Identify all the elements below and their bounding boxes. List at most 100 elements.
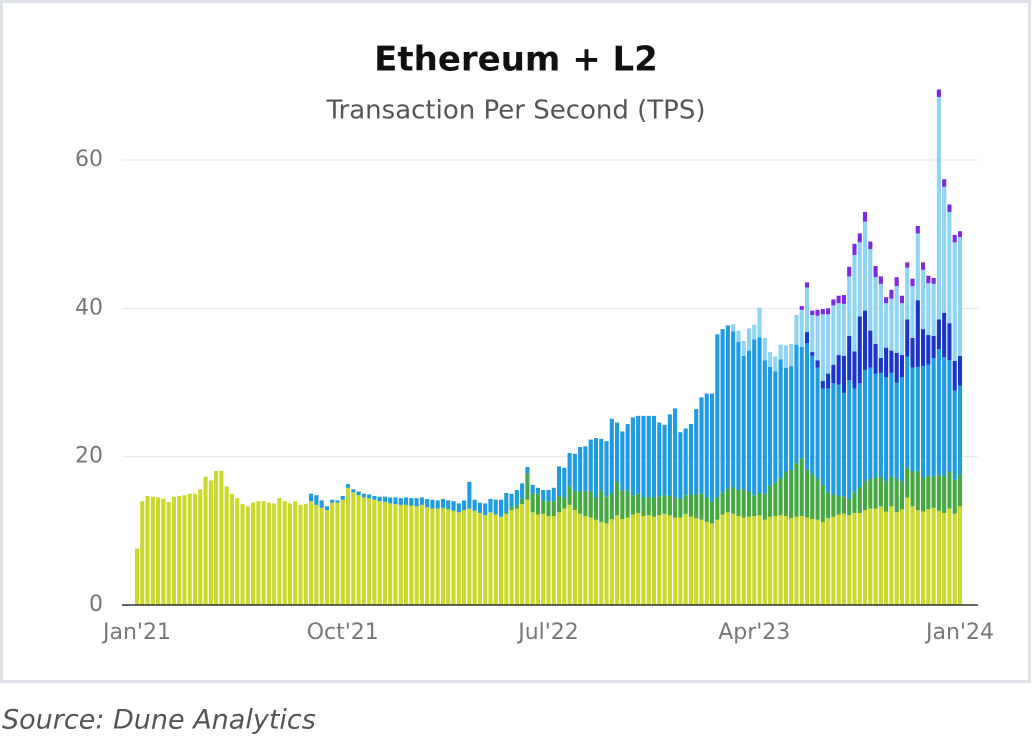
bar-segment [435,508,440,605]
bar-segment [667,414,672,496]
bar-segment [556,495,562,513]
bar-segment [367,498,372,605]
bar-segment [820,314,825,382]
bar-segment [857,487,862,514]
bar-segment [551,487,556,502]
bar-segment [435,500,440,509]
bar-segment [214,470,219,605]
bar-segment [789,366,794,471]
bar-segment [625,424,630,491]
bar-segment [725,325,730,489]
bar-segment [947,323,952,361]
bar-segment [530,493,535,513]
bar-segment [731,331,736,488]
bar-segment [509,493,514,508]
bar-segment [921,511,926,605]
bar-segment [572,490,577,511]
bar-segment [351,492,356,605]
bar-segment [715,497,720,520]
bar-segment [952,234,957,243]
bar-segment [899,481,905,510]
bar-segment [889,476,894,507]
bar-segment [957,385,963,475]
bar-segment [541,490,546,501]
bar-segment [382,496,388,502]
bar-segment [836,384,841,496]
bar-segment [915,233,920,301]
bar-segment [335,502,340,605]
bar-segment [947,360,952,472]
bar-segment [414,498,419,507]
bar-segment [351,489,356,493]
bar-segment [266,502,271,605]
bar-segment [884,347,889,378]
bar-segment [245,506,250,605]
bar-segment [335,500,340,503]
bar-segment [367,494,372,499]
bar-segment [789,470,794,519]
bar-segment [562,508,567,605]
bar-segment [630,417,635,496]
bar-segment [187,493,192,605]
bar-segment [277,498,282,605]
bar-segment [657,515,662,605]
bar-segment [752,516,757,605]
bar-segment [931,335,936,359]
bar-segment [593,438,599,498]
bar-segment [915,366,920,471]
bar-segment [562,497,567,509]
bar-segment [847,335,852,381]
bar-segment [878,476,883,507]
bar-segment [208,480,213,605]
bar-segment [841,355,846,393]
bar-segment [926,335,931,365]
bar-segment [873,277,878,344]
bar-segment [599,490,604,522]
bar-segment [741,340,746,356]
bar-segment [709,523,715,605]
bar-segment [862,510,868,605]
bar-segment [852,243,857,255]
bar-segment [799,309,804,347]
bar-segment [773,371,778,483]
bar-segment [905,319,910,357]
y-tick-label: 40 [75,295,103,320]
bar-segment [889,289,894,299]
bar-segment [957,231,963,238]
bar-segment [878,358,883,373]
bar-segment [493,514,498,605]
bar-segment [235,498,240,605]
bar-segment [145,495,150,605]
bar-segment [857,242,862,317]
bar-segment [377,501,382,605]
bar-segment [762,519,767,605]
bar-segment [567,452,572,487]
bar-segment [736,516,741,605]
bar-segment [319,500,324,508]
bar-segment [166,501,171,605]
bar-segment [620,431,625,491]
bar-segment [820,388,825,485]
x-tick-label: Jan'21 [101,620,171,645]
bar-segment [836,295,841,304]
bar-segment [393,504,398,605]
bar-segment [804,343,810,470]
bar-segment [910,471,915,507]
bar-segment [667,495,672,516]
bar-segment [588,439,593,492]
bar-segment [630,514,635,605]
bar-segment [229,493,235,605]
bar-segment [894,352,899,383]
bar-segment [921,329,926,367]
bar-segment [356,491,361,496]
bar-segment [757,493,762,516]
bar-segment [498,499,504,517]
bar-segment [309,501,314,605]
bar-segment [398,498,403,505]
bar-segment [171,496,176,605]
bar-segment [804,332,810,344]
bar-segment [921,477,926,512]
bar-segment [957,237,963,356]
bar-segment [926,475,931,510]
bar-segment [746,328,752,351]
